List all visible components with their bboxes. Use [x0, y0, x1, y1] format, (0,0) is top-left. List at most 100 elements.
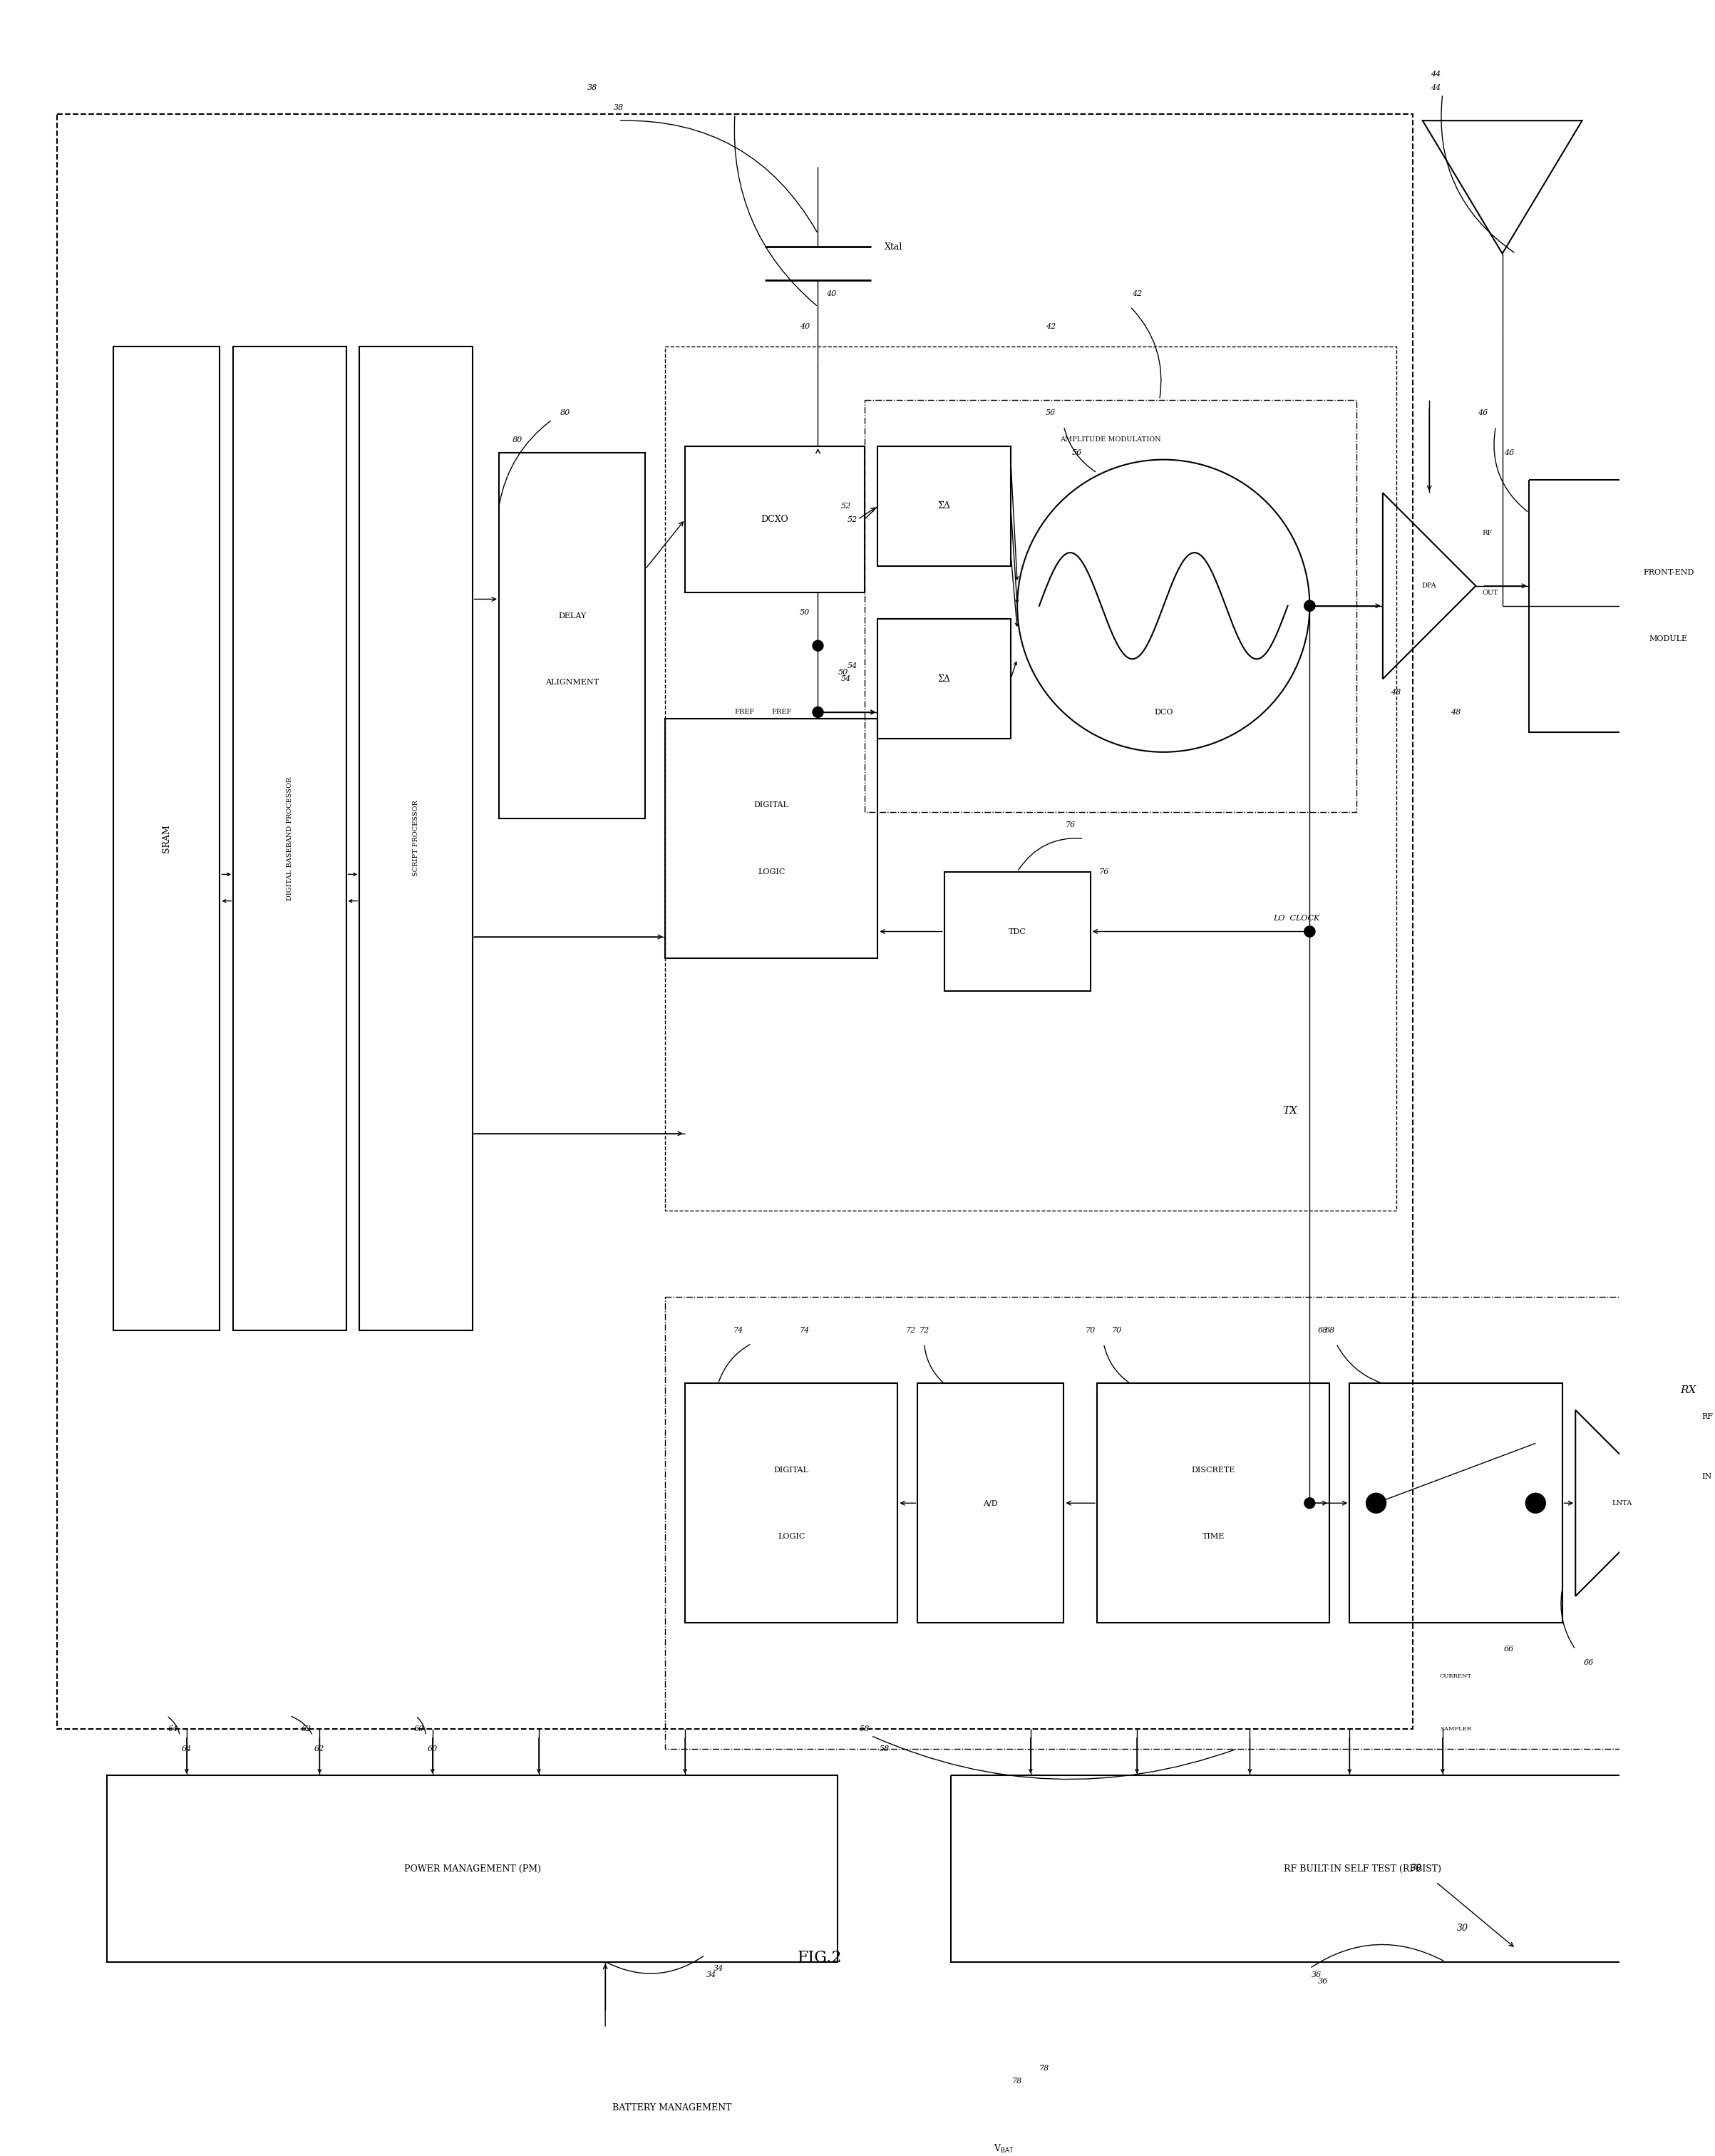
Text: 64: 64 — [168, 1725, 178, 1733]
Text: MODULE: MODULE — [1650, 636, 1688, 642]
Text: A/D: A/D — [983, 1501, 998, 1507]
Bar — [372, 2029, 971, 2156]
Text: 54: 54 — [847, 662, 858, 668]
Text: 70: 70 — [1111, 1326, 1122, 1335]
Text: LOGIC: LOGIC — [777, 1533, 804, 1539]
Text: 56: 56 — [1046, 410, 1055, 416]
Text: 68: 68 — [1324, 1326, 1334, 1335]
Text: 50: 50 — [839, 668, 847, 675]
Text: AMPLITUDE MODULATION: AMPLITUDE MODULATION — [1060, 436, 1161, 442]
Text: 44: 44 — [1430, 84, 1441, 91]
Text: 58: 58 — [859, 1725, 870, 1733]
Bar — [945, 871, 1091, 992]
Text: 64: 64 — [182, 1746, 192, 1753]
Text: DIGITAL BASEBAND PROCESSOR: DIGITAL BASEBAND PROCESSOR — [286, 776, 293, 901]
Circle shape — [813, 707, 823, 718]
Text: 66: 66 — [1504, 1645, 1514, 1654]
Text: 56: 56 — [1072, 448, 1082, 457]
Text: 78: 78 — [1012, 2078, 1022, 2085]
Bar — [684, 1384, 897, 1623]
Text: CURRENT: CURRENT — [1441, 1673, 1471, 1680]
Text: 60: 60 — [413, 1725, 424, 1733]
Text: 54: 54 — [840, 675, 851, 683]
Text: 36: 36 — [1317, 1977, 1327, 1986]
Text: 52: 52 — [840, 502, 851, 509]
Circle shape — [1367, 1494, 1386, 1514]
Text: SRAM: SRAM — [163, 824, 172, 852]
Text: RF: RF — [1701, 1412, 1713, 1421]
Text: Xtal: Xtal — [885, 241, 902, 252]
Text: 70: 70 — [1086, 1326, 1096, 1335]
Text: ALIGNMENT: ALIGNMENT — [545, 679, 599, 686]
Circle shape — [1305, 602, 1315, 610]
Bar — [665, 718, 878, 957]
Text: DCXO: DCXO — [761, 515, 789, 524]
Bar — [57, 114, 1413, 1729]
Text: FREF: FREF — [734, 709, 755, 716]
Text: SCRIPT PROCESSOR: SCRIPT PROCESSOR — [413, 800, 418, 877]
Text: RX: RX — [1681, 1384, 1696, 1395]
Text: 30: 30 — [1410, 1865, 1422, 1874]
Bar — [918, 1384, 1063, 1623]
Circle shape — [1305, 1498, 1315, 1509]
Text: FRONT-END: FRONT-END — [1643, 569, 1694, 576]
Bar — [360, 347, 472, 1330]
Circle shape — [1305, 927, 1315, 938]
Text: 76: 76 — [1065, 821, 1075, 828]
Text: RF: RF — [1482, 530, 1492, 537]
Text: 36: 36 — [1312, 1971, 1321, 1979]
Circle shape — [813, 640, 823, 651]
Circle shape — [1526, 1494, 1545, 1514]
Text: FREF: FREF — [772, 709, 791, 716]
Text: TX: TX — [1283, 1106, 1297, 1117]
Text: LOGIC: LOGIC — [758, 869, 785, 875]
Text: 46: 46 — [1504, 448, 1514, 457]
Bar — [233, 347, 346, 1330]
Text: 72: 72 — [906, 1326, 916, 1335]
Text: FIG.2: FIG.2 — [797, 1949, 842, 1966]
Text: 38: 38 — [614, 103, 624, 110]
Text: 58: 58 — [880, 1746, 890, 1753]
Text: DISCRETE: DISCRETE — [1192, 1466, 1235, 1473]
Text: LO  CLOCK: LO CLOCK — [1273, 914, 1319, 923]
Text: DPA: DPA — [1422, 582, 1437, 589]
Text: 30: 30 — [1456, 1923, 1468, 1934]
Text: 78: 78 — [1039, 2065, 1050, 2072]
Text: 74: 74 — [799, 1326, 809, 1335]
Bar — [1098, 1384, 1329, 1623]
Bar — [950, 1777, 1715, 1962]
Text: 66: 66 — [1583, 1660, 1593, 1667]
Text: 74: 74 — [732, 1326, 743, 1335]
Text: 50: 50 — [799, 608, 809, 617]
Bar — [499, 453, 645, 819]
Text: LNTA: LNTA — [1612, 1501, 1633, 1507]
Text: 40: 40 — [799, 323, 809, 330]
Text: 44: 44 — [1430, 71, 1441, 78]
Text: 34: 34 — [713, 1964, 724, 1973]
Text: 72: 72 — [919, 1326, 930, 1335]
Text: ΣΔ: ΣΔ — [938, 502, 950, 511]
Bar — [1350, 1384, 1562, 1623]
Text: DELAY: DELAY — [557, 612, 587, 619]
Text: 62: 62 — [314, 1746, 324, 1753]
Text: DCO: DCO — [1154, 709, 1173, 716]
Bar — [878, 619, 1010, 740]
Text: 60: 60 — [427, 1746, 437, 1753]
Text: 76: 76 — [1099, 869, 1108, 875]
Bar — [684, 446, 864, 593]
Text: RF BUILT-IN SELF TEST (RFBIST): RF BUILT-IN SELF TEST (RFBIST) — [1285, 1865, 1442, 1874]
Text: 48: 48 — [1391, 688, 1401, 696]
Text: 34: 34 — [707, 1971, 717, 1979]
Text: BATTERY MANAGEMENT: BATTERY MANAGEMENT — [612, 2104, 731, 2113]
Text: 80: 80 — [513, 436, 523, 444]
Text: 68: 68 — [1317, 1326, 1327, 1335]
Bar — [665, 1298, 1715, 1749]
Bar — [665, 347, 1396, 1212]
Text: DIGITAL: DIGITAL — [755, 802, 789, 808]
Bar — [1530, 479, 1715, 733]
Text: TIME: TIME — [1202, 1533, 1225, 1539]
Text: 62: 62 — [302, 1725, 312, 1733]
Text: 40: 40 — [827, 289, 837, 298]
Text: 38: 38 — [587, 84, 597, 91]
Text: POWER MANAGEMENT (PM): POWER MANAGEMENT (PM) — [405, 1865, 540, 1874]
